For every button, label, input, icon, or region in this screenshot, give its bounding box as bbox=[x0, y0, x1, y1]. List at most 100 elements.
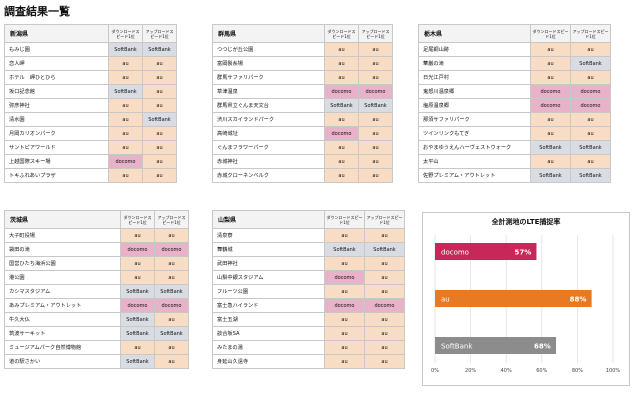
download-winner-cell: SoftBank bbox=[108, 42, 143, 57]
location-cell: サントピアワールド bbox=[4, 140, 109, 155]
table-row: 筑波サーキット SoftBank SoftBank bbox=[4, 326, 189, 341]
download-winner-cell: au bbox=[324, 140, 359, 155]
upload-winner-cell: au bbox=[570, 112, 611, 127]
download-winner-cell: au bbox=[530, 56, 571, 71]
location-cell: 港公園 bbox=[4, 270, 121, 285]
upload-header: アップロードスピード1位 bbox=[364, 210, 405, 229]
download-winner-cell: au bbox=[324, 70, 359, 85]
location-cell: 上越国際スキー場 bbox=[4, 154, 109, 169]
download-winner-cell: au bbox=[120, 256, 155, 271]
bar bbox=[435, 290, 592, 307]
bar bbox=[435, 243, 537, 260]
table-row: 坂口記念館 SoftBank au bbox=[4, 84, 177, 99]
download-winner-cell: au bbox=[324, 42, 359, 57]
location-cell: 群馬サファリパーク bbox=[212, 70, 325, 85]
upload-winner-cell: au bbox=[358, 42, 393, 57]
table-row: 赤城クローネンベルク au au bbox=[212, 168, 393, 183]
bar-value-label: 57% bbox=[514, 249, 531, 257]
location-cell: 鬼怒川温泉郷 bbox=[418, 84, 531, 99]
location-cell: 牛久大仏 bbox=[4, 312, 121, 327]
upload-winner-cell: docomo bbox=[358, 84, 393, 99]
location-cell: 足尾銅山跡 bbox=[418, 42, 531, 57]
location-cell: 塩原温泉郷 bbox=[418, 98, 531, 113]
table-row: 富士五湖 au au bbox=[212, 312, 405, 327]
location-cell: あみプレミアム・アウトレット bbox=[4, 298, 121, 313]
location-cell: 佐野プレミアム・アウトレット bbox=[418, 168, 531, 183]
upload-winner-cell: au bbox=[358, 126, 393, 141]
location-cell: もみじ園 bbox=[4, 42, 109, 57]
bar-category-label: au bbox=[441, 296, 450, 304]
bar-category-label: docomo bbox=[441, 249, 469, 257]
bar bbox=[435, 337, 557, 354]
download-winner-cell: docomo bbox=[530, 98, 571, 113]
bar-category-label: SoftBank bbox=[441, 343, 473, 351]
prefecture-header: 群馬県 bbox=[212, 24, 325, 43]
table-row: あみプレミアム・アウトレット docomo docomo bbox=[4, 298, 189, 313]
prefecture-table: 茨城県 ダウンロードスピード1位 アップロードスピード1位 大子町役場 au au 袋田の滝… bbox=[4, 210, 189, 369]
location-cell: 坂口記念館 bbox=[4, 84, 109, 99]
table-row: 清水園 au SoftBank bbox=[4, 112, 177, 127]
upload-winner-cell: au bbox=[154, 270, 189, 285]
upload-winner-cell: au bbox=[364, 284, 405, 299]
location-cell: カシマスタジアム bbox=[4, 284, 121, 299]
download-winner-cell: au bbox=[108, 70, 143, 85]
table-row: 鬼怒川温泉郷 docomo docomo bbox=[418, 84, 611, 99]
table-row: 高崎城址 docomo au bbox=[212, 126, 393, 141]
download-header: ダウンロードスピード1位 bbox=[324, 24, 359, 43]
location-cell: 群馬県立ぐんま天文台 bbox=[212, 98, 325, 113]
table-row: 那須サファリパーク au au bbox=[418, 112, 611, 127]
prefecture-header: 新潟県 bbox=[4, 24, 109, 43]
download-winner-cell: au bbox=[530, 70, 571, 85]
upload-winner-cell: au bbox=[154, 228, 189, 243]
table-row: 群馬県立ぐんま天文台 SoftBank SoftBank bbox=[212, 98, 393, 113]
table-row: 草津温泉 docomo docomo bbox=[212, 84, 393, 99]
prefecture-table: 山梨県 ダウンロードスピード1位 アップロードスピード1位 清泉寮 au au 舞鶴城 Sof… bbox=[212, 210, 405, 369]
download-winner-cell: SoftBank bbox=[120, 284, 155, 299]
download-winner-cell: au bbox=[108, 126, 143, 141]
upload-winner-cell: SoftBank bbox=[364, 242, 405, 257]
download-winner-cell: docomo bbox=[324, 298, 365, 313]
upload-winner-cell: au bbox=[570, 154, 611, 169]
x-tick-label: 100% bbox=[606, 368, 621, 374]
upload-winner-cell: au bbox=[142, 70, 177, 85]
location-cell: 舞鶴城 bbox=[212, 242, 325, 257]
prefecture-table: 新潟県 ダウンロードスピード1位 アップロードスピード1位 もみじ園 SoftBank S… bbox=[4, 24, 177, 183]
table-row: もみじ園 SoftBank SoftBank bbox=[4, 42, 177, 57]
upload-winner-cell: au bbox=[358, 56, 393, 71]
download-winner-cell: docomo bbox=[120, 298, 155, 313]
location-cell: 高崎城址 bbox=[212, 126, 325, 141]
location-cell: 弥彦神社 bbox=[4, 98, 109, 113]
x-tick-label: 80% bbox=[572, 368, 583, 374]
location-cell: つつじが丘公園 bbox=[212, 42, 325, 57]
location-cell: 身延山久遠寺 bbox=[212, 354, 325, 369]
table-row: サントピアワールド au au bbox=[4, 140, 177, 155]
upload-winner-cell: au bbox=[154, 312, 189, 327]
table-row: つつじが丘公園 au au bbox=[212, 42, 393, 57]
location-cell: 筑波サーキット bbox=[4, 326, 121, 341]
download-winner-cell: au bbox=[324, 228, 365, 243]
download-winner-cell: SoftBank bbox=[120, 354, 155, 369]
table-row: 太平山 au au bbox=[418, 154, 611, 169]
download-winner-cell: au bbox=[324, 340, 365, 355]
location-cell: 日光江戸村 bbox=[418, 70, 531, 85]
table-row: 華厳の滝 au SoftBank bbox=[418, 56, 611, 71]
upload-winner-cell: au bbox=[358, 112, 393, 127]
prefecture-table: 栃木県 ダウンロードスピード1位 アップロードスピード1位 足尾銅山跡 au au 華厳の滝… bbox=[418, 24, 611, 183]
upload-winner-cell: au bbox=[154, 354, 189, 369]
upload-winner-cell: au bbox=[570, 42, 611, 57]
upload-winner-cell: au bbox=[142, 56, 177, 71]
table-row: フルーツ公園 au au bbox=[212, 284, 405, 299]
table-row: トキふれあいプラザ au au bbox=[4, 168, 177, 183]
upload-winner-cell: au bbox=[364, 256, 405, 271]
upload-winner-cell: au bbox=[570, 126, 611, 141]
download-winner-cell: docomo bbox=[120, 242, 155, 257]
location-cell: ホテル 岬ひとひら bbox=[4, 70, 109, 85]
upload-winner-cell: au bbox=[142, 84, 177, 99]
upload-winner-cell: au bbox=[142, 98, 177, 113]
location-cell: 富岡製糸場 bbox=[212, 56, 325, 71]
download-winner-cell: au bbox=[120, 340, 155, 355]
upload-winner-cell: au bbox=[358, 70, 393, 85]
table-row: 舞鶴城 SoftBank SoftBank bbox=[212, 242, 405, 257]
download-winner-cell: docomo bbox=[108, 154, 143, 169]
location-cell: ツインリンクもてぎ bbox=[418, 126, 531, 141]
